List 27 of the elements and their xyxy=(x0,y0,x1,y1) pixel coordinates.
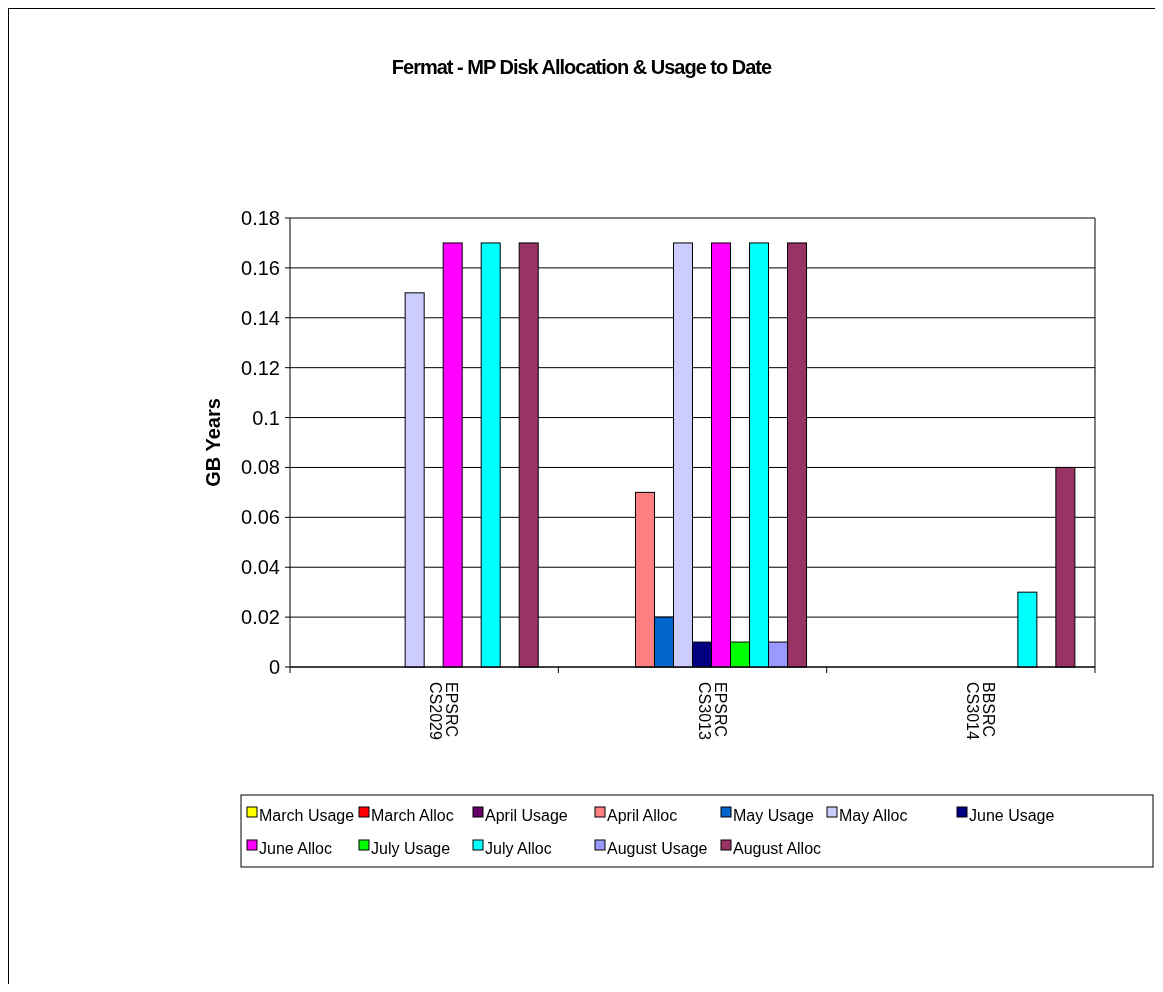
legend-label: April Alloc xyxy=(607,807,678,824)
legend-label: July Alloc xyxy=(485,840,552,857)
y-tick-label: 0.04 xyxy=(241,556,280,579)
y-tick-label: 0.12 xyxy=(241,356,280,379)
y-axis-title: GB Years xyxy=(202,398,224,487)
x-tick-label: EPSRC CS3013 xyxy=(695,682,729,740)
y-tick-label: 0.02 xyxy=(241,606,280,629)
legend-label: April Usage xyxy=(485,807,568,824)
legend-label: May Alloc xyxy=(839,807,908,824)
y-tick-label: 0.08 xyxy=(241,456,280,479)
x-tick-label: EPSRC CS2029 xyxy=(427,682,461,740)
x-tick-label: BBSRC CS3014 xyxy=(963,682,997,740)
legend-label: June Usage xyxy=(969,807,1055,824)
y-tick-label: 0 xyxy=(268,656,280,678)
legend-label: March Usage xyxy=(259,807,355,824)
y-tick-label: 0.06 xyxy=(241,506,280,529)
y-tick-label: 0.18 xyxy=(241,207,280,229)
y-tick-label: 0.16 xyxy=(241,256,280,279)
legend-label: May Usage xyxy=(733,807,815,824)
legend-label: July Usage xyxy=(371,840,451,857)
legend-label: March Alloc xyxy=(371,807,454,824)
y-tick-label: 0.14 xyxy=(241,306,280,329)
chart-title: Fermat - MP Disk Allocation & Usage to Date xyxy=(391,56,773,78)
legend-label: August Alloc xyxy=(733,840,822,857)
legend-label: August Usage xyxy=(607,840,708,857)
legend-label: June Alloc xyxy=(259,840,332,857)
y-tick-label: 0.1 xyxy=(252,406,280,429)
